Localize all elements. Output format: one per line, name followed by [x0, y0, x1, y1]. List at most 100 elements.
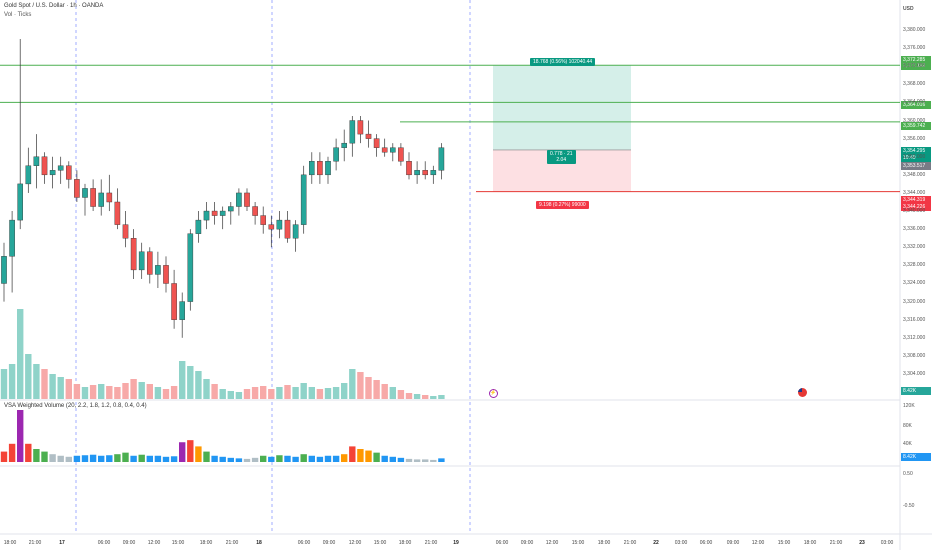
- vsa-bar: [170, 456, 178, 462]
- candle-body: [381, 147, 388, 153]
- candle-body: [292, 224, 299, 239]
- price-tick: 3,308.000: [903, 352, 926, 359]
- target-label[interactable]: 18.768 (0.56%) 102040.44: [530, 58, 596, 66]
- time-tick: 12:00: [348, 540, 362, 546]
- vsa-bar: [235, 458, 243, 462]
- time-tick: 17: [59, 540, 65, 546]
- candle-body: [325, 161, 331, 176]
- volume-bar: [17, 309, 24, 399]
- alert-icon[interactable]: ⚡: [489, 389, 498, 398]
- volume-bar: [413, 394, 421, 399]
- volume-bar: [365, 377, 372, 399]
- volume-bar: [332, 387, 340, 399]
- candle-body: [333, 147, 339, 162]
- vsa-bar: [179, 442, 186, 462]
- tag-stop-lo: 3,344.226: [901, 203, 931, 211]
- symbol-title[interactable]: Gold Spot / U.S. Dollar · 1h · OANDA: [4, 3, 104, 9]
- vsa-bar: [316, 456, 324, 462]
- candle-body: [171, 283, 177, 320]
- vsa-bar: [438, 458, 445, 462]
- time-tick: 18: [256, 540, 262, 546]
- volume-bar: [438, 395, 445, 399]
- vsa-bar: [357, 449, 364, 462]
- volume-bar: [106, 386, 113, 399]
- candle-body: [357, 120, 364, 135]
- time-tick: 06:00: [699, 540, 713, 546]
- us-flag-icon[interactable]: [798, 388, 807, 397]
- osc-tick-pos: 0.50: [903, 471, 913, 477]
- candle-body: [179, 301, 186, 320]
- tag-target-hi: 3,372.285: [901, 56, 931, 64]
- candle-body: [49, 170, 56, 176]
- time-tick: 12:00: [147, 540, 161, 546]
- candle-body: [341, 142, 348, 148]
- vsa-bar: [49, 454, 56, 462]
- time-tick: 21:00: [28, 540, 42, 546]
- volume-bar: [114, 387, 121, 399]
- vsa-bar: [33, 449, 40, 462]
- vsa-bar: [308, 455, 315, 462]
- time-tick: 23: [859, 540, 865, 546]
- vsa-bar: [89, 454, 97, 462]
- time-tick: 18:00: [199, 540, 213, 546]
- candle-body: [406, 161, 412, 176]
- vsa-bar: [430, 459, 437, 462]
- candle-body: [300, 174, 307, 225]
- candle-body: [438, 147, 445, 171]
- candle-body: [74, 179, 80, 198]
- price-tick: 3,304.000: [903, 371, 926, 377]
- volume-bar: [179, 361, 186, 399]
- time-tick: 06:00: [495, 540, 509, 546]
- candle-body: [25, 165, 32, 185]
- vsa-bar: [57, 455, 64, 462]
- price-tick: 3,356.000: [903, 135, 926, 142]
- price-tick: 3,368.000: [903, 81, 926, 88]
- volume-bar: [300, 383, 307, 399]
- volume-indicator-label[interactable]: Vol · Ticks: [4, 12, 32, 18]
- vsa-bar: [260, 455, 267, 462]
- candle-body: [268, 224, 275, 230]
- time-tick: 06:00: [297, 540, 311, 546]
- candle-body: [309, 161, 315, 176]
- position-info-label[interactable]: 0.778 · 21 2.04: [547, 150, 576, 164]
- vsa-bar: [373, 452, 380, 462]
- volume-bar: [430, 396, 437, 399]
- time-tick: 15:00: [373, 540, 387, 546]
- vsa-bar: [365, 450, 372, 462]
- vsa-tick-120k: 120K: [903, 403, 915, 409]
- candle-body: [195, 219, 202, 234]
- time-tick: 18:00: [398, 540, 412, 546]
- volume-bar: [98, 384, 105, 399]
- volume-bar: [162, 389, 170, 399]
- vsa-bar: [41, 451, 48, 462]
- time-tick: 18:00: [3, 540, 17, 546]
- time-tick: 15:00: [777, 540, 791, 546]
- time-tick: 18:00: [803, 540, 817, 546]
- price-tick: 3,316.000: [903, 316, 926, 323]
- time-tick: 06:00: [97, 540, 111, 546]
- vsa-tick-40k: 40K: [903, 441, 912, 447]
- vsa-bar: [341, 454, 348, 462]
- candle-body: [122, 224, 129, 239]
- volume-bar: [41, 369, 48, 399]
- candle-body: [227, 206, 234, 212]
- vsa-bar: [349, 446, 356, 462]
- candle-body: [17, 183, 24, 221]
- vsa-bar: [389, 456, 396, 462]
- vsa-bar: [154, 455, 162, 462]
- candle-body: [317, 161, 323, 176]
- candle-body: [138, 251, 145, 271]
- candle-body: [252, 206, 258, 216]
- volume-bar: [268, 389, 275, 399]
- vsa-bar: [0, 451, 8, 462]
- osc-tick-neg: -0.50: [903, 503, 915, 509]
- stop-label[interactable]: 9.198 (0.27%) 99000: [536, 201, 589, 209]
- price-tick: 3,348.000: [903, 171, 926, 178]
- vsa-indicator-label[interactable]: VSA Weighted Volume (20, 2.2, 1.8, 1.2, …: [4, 403, 147, 409]
- candle-body: [414, 170, 420, 176]
- vsa-bar: [284, 455, 291, 462]
- candle-body: [146, 251, 153, 275]
- volume-bar: [0, 369, 8, 399]
